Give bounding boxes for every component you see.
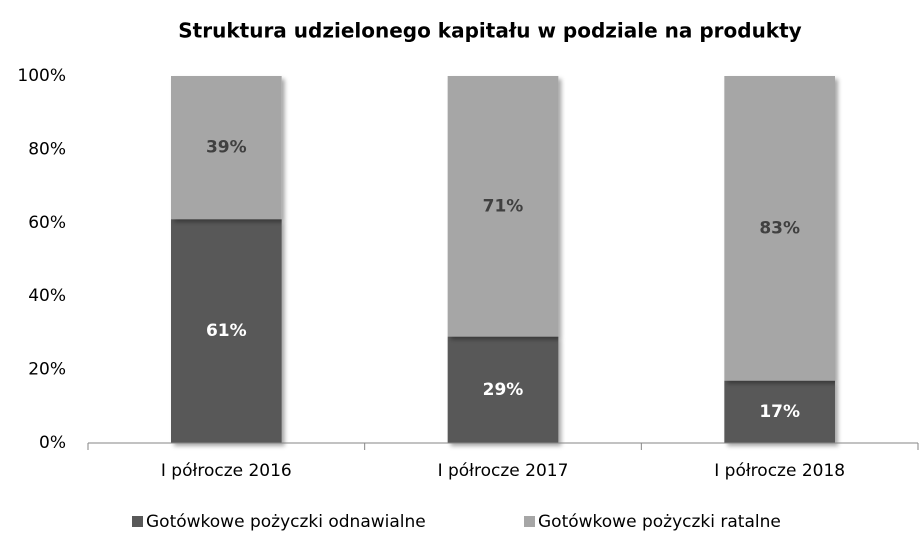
bar-segment — [447, 336, 559, 443]
y-tick-label: 0% — [39, 433, 66, 453]
bar-segment — [724, 380, 835, 443]
y-tick-label: 80% — [28, 139, 66, 159]
legend-label: Gotówkowe pożyczki ratalne — [538, 512, 781, 532]
y-tick-label: 40% — [28, 286, 66, 306]
y-tick-label: 100% — [17, 66, 66, 86]
bar-segment — [724, 76, 835, 381]
data-label: 39% — [206, 138, 247, 158]
x-tick-label: I półrocze 2017 — [438, 461, 569, 481]
data-label: 83% — [759, 218, 800, 238]
x-tick-label: I półrocze 2016 — [161, 461, 292, 481]
bar-segment — [447, 76, 559, 337]
data-label: 71% — [483, 196, 524, 216]
legend-swatch — [524, 516, 535, 527]
y-tick-label: 60% — [28, 213, 66, 233]
data-label: 29% — [483, 380, 524, 400]
data-label: 17% — [759, 402, 800, 422]
bar-segment — [171, 219, 282, 443]
bar-segment — [171, 76, 282, 220]
legend-swatch — [132, 516, 143, 527]
data-label: 61% — [206, 321, 247, 341]
y-tick-label: 20% — [28, 360, 66, 380]
legend-label: Gotówkowe pożyczki odnawialne — [146, 512, 426, 532]
x-tick-label: I półrocze 2018 — [714, 461, 845, 481]
chart-title: Struktura udzielonego kapitału w podzial… — [178, 19, 801, 43]
